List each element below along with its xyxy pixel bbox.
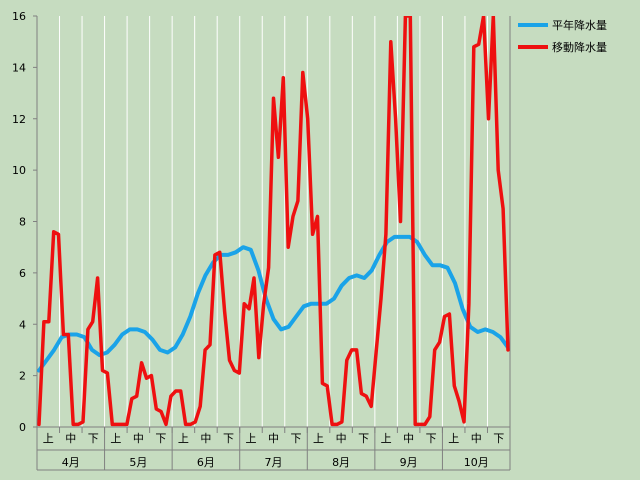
normal-rainfall-line	[37, 234, 510, 373]
x-dekad-label: 上	[381, 432, 392, 445]
y-tick-label: 10	[12, 164, 26, 177]
x-dekad-label: 下	[291, 432, 302, 445]
legend: 平年降水量 移動降水量	[518, 18, 607, 54]
series-lines	[37, 16, 510, 427]
y-tick-label: 16	[12, 10, 26, 23]
x-dekad-label: 中	[403, 432, 414, 445]
y-tick-label: 4	[19, 318, 26, 331]
x-dekad-label: 上	[313, 432, 324, 445]
x-dekad-label: 上	[448, 432, 459, 445]
x-dekad-label: 下	[426, 432, 437, 445]
x-dekad-label: 下	[88, 432, 99, 445]
x-dekad-label: 上	[178, 432, 189, 445]
x-month-label: 4月	[62, 456, 80, 469]
x-dekad-label: 中	[65, 432, 76, 445]
x-dekad-label: 中	[268, 432, 279, 445]
x-month-label: 8月	[332, 456, 350, 469]
y-tick-label: 2	[19, 370, 26, 383]
grid-lines	[37, 16, 510, 427]
x-month-label: 10月	[464, 456, 489, 469]
legend-label-normal: 平年降水量	[552, 18, 607, 32]
x-month-label: 7月	[265, 456, 283, 469]
x-dekad-label: 下	[358, 432, 369, 445]
y-tick-label: 0	[19, 421, 26, 434]
legend-label-moving: 移動降水量	[552, 40, 607, 54]
x-month-label: 6月	[197, 456, 215, 469]
y-tick-label: 8	[19, 216, 26, 229]
x-dekad-label: 上	[43, 432, 54, 445]
x-month-label: 5月	[129, 456, 147, 469]
y-tick-label: 12	[12, 113, 26, 126]
plot-area	[37, 16, 510, 427]
x-dekad-label: 中	[200, 432, 211, 445]
x-month-label: 9月	[400, 456, 418, 469]
y-tick-label: 14	[12, 61, 26, 74]
x-dekad-label: 上	[245, 432, 256, 445]
x-dekad-label: 中	[336, 432, 347, 445]
x-dekad-label: 下	[155, 432, 166, 445]
x-dekad-label: 上	[110, 432, 121, 445]
x-dekad-label: 中	[133, 432, 144, 445]
x-dekad-label: 中	[471, 432, 482, 445]
moving-rainfall-line	[37, 16, 510, 427]
x-dekad-label: 下	[493, 432, 504, 445]
x-dekad-label: 下	[223, 432, 234, 445]
y-tick-label: 6	[19, 267, 26, 280]
axes: 0246810121416上中下上中下上中下上中下上中下上中下上中下4月 5月 6月…	[12, 10, 511, 471]
